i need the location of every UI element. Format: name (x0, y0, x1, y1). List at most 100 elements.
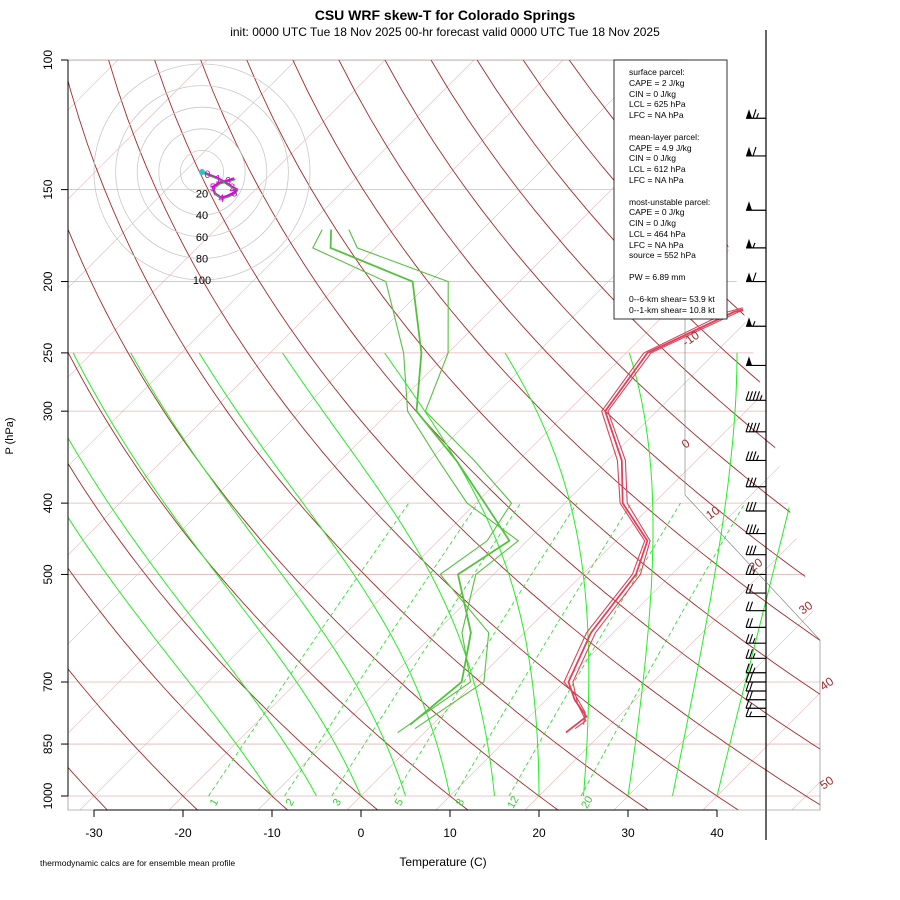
dry-adiabat-label: 20 (746, 555, 765, 574)
isotherm-line (330, 60, 820, 810)
wind-barb-full (745, 690, 750, 700)
wind-barb-full (748, 477, 754, 487)
isotherm-line (68, 60, 686, 810)
wind-barb (745, 477, 766, 488)
mixing-ratio-line (580, 502, 746, 797)
mixing-ratio-line (284, 502, 479, 797)
wind-barb-half (752, 653, 756, 659)
isotherm-line (68, 60, 419, 810)
isotherm-line (68, 60, 330, 810)
wind-barb-half (752, 569, 756, 575)
chart-title: CSU WRF skew-T for Colorado Springs (315, 7, 576, 23)
x-tick-label: -20 (174, 826, 192, 840)
isotherm-line (865, 26, 900, 826)
wind-barb-full (748, 451, 754, 461)
wind-barb-full (748, 618, 754, 628)
mixing-ratio-line (393, 502, 578, 797)
isotherm-line (68, 60, 508, 810)
dry-adiabat (277, 60, 820, 810)
wind-barb-full (745, 663, 750, 673)
wind-barb-full (745, 501, 750, 512)
stats-ml-lcl: LCL = 612 hPa (629, 164, 686, 174)
y-tick-label: 400 (41, 493, 55, 513)
stats-surface-lfc: LFC = NA hPa (629, 110, 684, 120)
wind-barb-full (748, 690, 754, 700)
stats-surface-header: surface parcel: (629, 67, 685, 77)
stats-shear6: 0--6-km shear= 53.9 kt (629, 294, 715, 304)
wind-barb-full (752, 109, 757, 119)
moist-adiabat (384, 352, 540, 796)
wind-barb-full (752, 272, 757, 282)
dry-adiabat (68, 60, 581, 810)
y-tick-label: 500 (41, 564, 55, 584)
wind-barbs (745, 30, 767, 840)
dry-adiabat-label: 0 (679, 436, 693, 451)
moist-adiabat (68, 352, 317, 797)
wind-barb (745, 583, 766, 594)
mixing-ratio-label: 5 (393, 797, 406, 808)
wind-barb-full (752, 451, 757, 461)
stats-surface-cin: CIN = 0 J/kg (629, 89, 676, 99)
wind-barb (745, 672, 766, 683)
wind-barb-half (755, 113, 760, 119)
x-tick-label: -10 (263, 826, 281, 840)
dry-adiabat (143, 60, 820, 810)
stats-ml-cape: CAPE = 4.9 J/kg (629, 143, 692, 153)
moist-adiabat (672, 352, 738, 797)
dry-adiabat (68, 60, 216, 810)
moist-adiabat (72, 352, 362, 797)
wind-barb-full (755, 422, 761, 432)
wind-barb-full (748, 681, 754, 692)
grid-clipped (68, 26, 900, 826)
stats-mu-cin: CIN = 0 J/kg (629, 218, 676, 228)
dry-adiabat (188, 60, 820, 810)
x-tick-label: 10 (443, 826, 457, 840)
wind-barb-full (748, 649, 754, 659)
isotherm-line (775, 60, 820, 810)
wind-barb-full (748, 634, 754, 644)
wind-barb (745, 565, 766, 576)
wind-barb-full (755, 391, 761, 401)
wind-barb (745, 601, 766, 612)
wind-barb-flag (746, 238, 752, 248)
y-tick-label: 200 (41, 271, 55, 291)
hodograph-ring-label: 100 (193, 275, 211, 287)
dry-adiabat (456, 60, 820, 810)
stats-surface-lcl: LCL = 625 hPa (629, 99, 686, 109)
y-tick-label: 250 (41, 343, 55, 363)
hodograph-ring (179, 149, 224, 194)
y-tick-label: 150 (41, 179, 55, 199)
hodograph-ring-label: 40 (196, 210, 208, 222)
wind-barb-full (745, 634, 750, 644)
isotherm-line (241, 60, 820, 810)
profiles (312, 89, 820, 734)
wind-barb-full (752, 391, 757, 401)
profile-line (565, 89, 820, 734)
hodograph-height-label: 3 (231, 188, 237, 200)
isotherm-line (68, 60, 597, 810)
wind-barb (745, 690, 766, 701)
stats-box: surface parcel: CAPE = 2 J/kg CIN = 0 J/… (613, 59, 728, 320)
x-tick-label: 0 (358, 826, 365, 840)
wind-barb-full (745, 545, 750, 555)
wind-barb-full (745, 681, 750, 692)
mixing-ratio-label: 12 (505, 794, 522, 811)
hodograph-height-label: 5 (210, 182, 216, 194)
x-tick-label: 40 (710, 826, 724, 840)
moist-adiabat (198, 352, 451, 797)
x-axis-label: Temperature (C) (399, 855, 486, 869)
dry-adiabat-label: 30 (796, 598, 815, 617)
wind-barb (745, 618, 766, 628)
mixing-ratio-label: 20 (579, 794, 596, 811)
moist-adiabat (504, 352, 590, 797)
wind-barb-flag (746, 201, 752, 211)
wind-barb (745, 707, 766, 718)
wind-barb-full (748, 601, 754, 611)
wind-barb-full (748, 545, 754, 555)
wind-barb-half (759, 395, 763, 401)
mixing-ratio-label: 8 (454, 797, 467, 808)
wind-barb (746, 356, 766, 367)
wind-barb (745, 451, 766, 462)
dry-adiabat (233, 60, 820, 810)
wind-barb (745, 545, 766, 556)
